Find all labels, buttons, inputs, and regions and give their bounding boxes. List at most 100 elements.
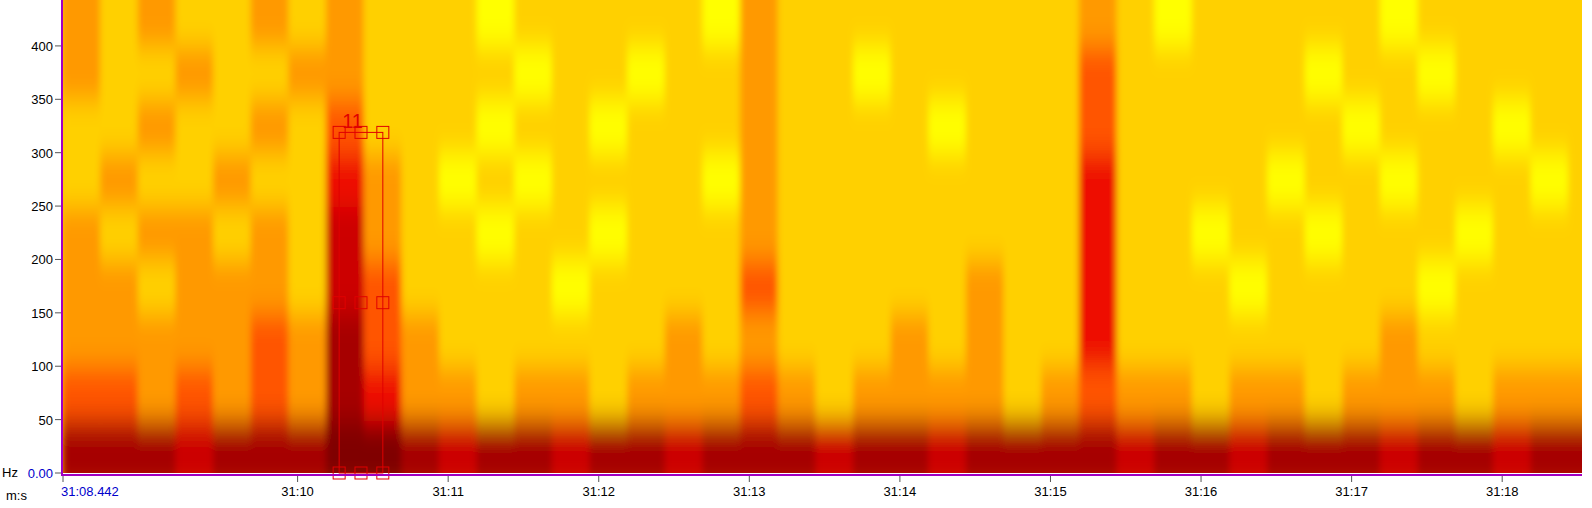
cell xyxy=(552,259,591,313)
cell xyxy=(477,153,516,207)
cell xyxy=(853,46,892,100)
y-tick-label: 50 xyxy=(39,413,53,428)
cell xyxy=(552,313,591,367)
cell xyxy=(1041,46,1080,100)
y-tick-label: 300 xyxy=(31,146,53,161)
cell xyxy=(928,259,967,313)
cell xyxy=(853,99,892,153)
cell xyxy=(1117,420,1156,473)
cell xyxy=(175,366,214,420)
cell xyxy=(1267,366,1306,420)
cell xyxy=(1004,259,1043,313)
x-tick xyxy=(448,476,449,482)
cell xyxy=(1531,420,1570,473)
cell xyxy=(853,206,892,260)
cell xyxy=(175,313,214,367)
cell xyxy=(100,313,139,367)
cell xyxy=(514,259,553,313)
cell xyxy=(326,206,365,260)
selection-box xyxy=(339,132,383,473)
cell xyxy=(966,153,1005,207)
cell xyxy=(251,420,290,473)
cell xyxy=(702,366,741,420)
cell xyxy=(288,259,327,313)
cell xyxy=(853,420,892,473)
cell xyxy=(401,313,440,367)
cell xyxy=(627,46,666,100)
cell xyxy=(928,420,967,473)
cell xyxy=(1455,99,1494,153)
cell xyxy=(477,99,516,153)
y-tick xyxy=(55,366,61,367)
y-tick-label: 200 xyxy=(31,252,53,267)
cell xyxy=(63,313,101,367)
cell xyxy=(590,259,629,313)
cell xyxy=(1305,0,1344,47)
x-tick-label: 31:10 xyxy=(281,484,314,499)
cell xyxy=(778,153,817,207)
cell xyxy=(1455,366,1494,420)
cell xyxy=(1568,0,1582,47)
cell xyxy=(1568,99,1582,153)
cell xyxy=(1192,0,1231,47)
cell xyxy=(966,206,1005,260)
cell xyxy=(63,46,101,100)
cell xyxy=(1305,153,1344,207)
cell xyxy=(665,206,704,260)
cell xyxy=(100,99,139,153)
cell xyxy=(1117,0,1156,47)
y-tick xyxy=(55,473,61,474)
cell xyxy=(1041,366,1080,420)
cell xyxy=(590,46,629,100)
cell xyxy=(1154,206,1193,260)
x-tick-label: 31:14 xyxy=(884,484,917,499)
cell xyxy=(815,99,854,153)
cell xyxy=(401,46,440,100)
cell xyxy=(1418,206,1457,260)
cell xyxy=(815,206,854,260)
cell xyxy=(288,0,327,47)
cell xyxy=(1154,313,1193,367)
plot-area xyxy=(63,0,1582,473)
cell xyxy=(1305,366,1344,420)
cell xyxy=(1493,0,1532,47)
cell xyxy=(1229,259,1268,313)
cell xyxy=(1305,99,1344,153)
y-tick-label: 0.00 xyxy=(28,466,53,481)
axes: 0.005010015020025030035040031:08.44231:1… xyxy=(2,0,1582,503)
x-tick xyxy=(1351,476,1352,482)
cell xyxy=(1493,313,1532,367)
cell xyxy=(63,259,101,313)
cell xyxy=(778,0,817,47)
y-tick xyxy=(55,206,61,207)
cell xyxy=(175,0,214,47)
cell xyxy=(1079,259,1118,313)
cell xyxy=(1305,313,1344,367)
cell xyxy=(1117,153,1156,207)
cell xyxy=(740,206,779,260)
cell xyxy=(627,366,666,420)
cell xyxy=(1455,313,1494,367)
cell xyxy=(1568,153,1582,207)
y-tick xyxy=(55,312,61,313)
cell xyxy=(63,0,101,47)
x-tick xyxy=(1502,476,1503,482)
y-tick-label: 100 xyxy=(31,359,53,374)
cell xyxy=(966,46,1005,100)
cell xyxy=(1568,259,1582,313)
cell xyxy=(1004,0,1043,47)
cell xyxy=(1342,46,1381,100)
cell xyxy=(1380,0,1419,47)
annotation-label: 11 xyxy=(342,110,363,132)
cell xyxy=(477,0,516,47)
x-tick-label: 31:17 xyxy=(1335,484,1368,499)
cell xyxy=(439,46,478,100)
cell xyxy=(1267,206,1306,260)
cell xyxy=(401,420,440,473)
cell xyxy=(213,153,252,207)
cell xyxy=(1305,259,1344,313)
cell xyxy=(1229,46,1268,100)
cell xyxy=(590,420,629,473)
cell xyxy=(251,99,290,153)
cell xyxy=(891,206,930,260)
